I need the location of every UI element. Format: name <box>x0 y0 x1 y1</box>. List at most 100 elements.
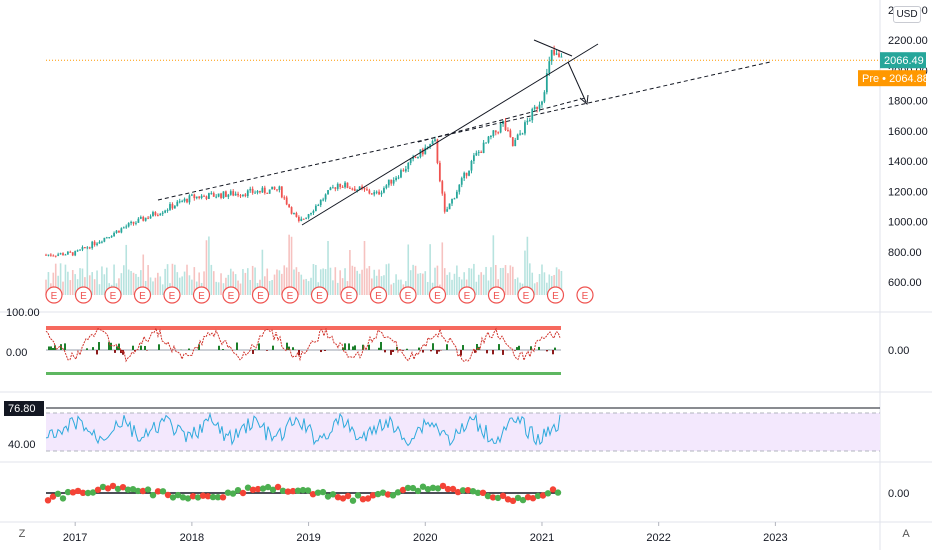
candle-body <box>460 178 463 185</box>
candle-body <box>487 136 490 143</box>
candle-body <box>366 189 368 191</box>
volume-bar <box>349 249 351 295</box>
momentum-dot <box>384 491 392 498</box>
candle-body <box>334 187 337 189</box>
support-dashed-line <box>417 97 586 143</box>
trend-drawings[interactable] <box>46 39 880 226</box>
earnings-marker: E <box>163 286 181 304</box>
volume-bar <box>91 272 93 295</box>
volume-bar <box>312 264 315 295</box>
candle-body <box>490 136 492 138</box>
momentum-dot <box>349 497 357 504</box>
osc-histogram-bar <box>48 346 50 350</box>
momentum-dot <box>184 495 192 502</box>
volume-bar <box>229 268 232 295</box>
volume-bar <box>448 272 451 295</box>
earnings-marker: E <box>310 286 329 304</box>
volume-bar <box>186 264 188 295</box>
price-label: 1600.00 <box>888 126 928 138</box>
volume-bar <box>443 268 446 295</box>
volume-bar <box>295 267 298 295</box>
volume-bar <box>463 272 465 295</box>
time-axis[interactable]: 2017 2018 2019 2020 2021 2022 2023 <box>63 522 788 544</box>
candle-body <box>127 223 130 227</box>
candle-body <box>249 188 252 191</box>
volume-bar <box>407 244 410 295</box>
osc-value: 0.00 <box>888 345 909 357</box>
volume-bar <box>460 279 463 295</box>
candle-body <box>278 186 281 190</box>
osc-histogram-bar <box>368 344 370 350</box>
osc-histogram-bar <box>288 346 290 350</box>
volume-bar <box>526 236 529 295</box>
volume-bar <box>246 268 249 295</box>
momentum-dot <box>134 487 142 495</box>
volume-bar <box>332 280 334 295</box>
volume-bar <box>47 272 50 295</box>
volume-bar <box>390 284 393 295</box>
momentum-dot <box>499 492 507 499</box>
candle-body <box>541 101 543 105</box>
volume-bar <box>125 244 128 295</box>
candle-body <box>407 162 410 169</box>
volume-bar <box>475 281 478 295</box>
candle-body <box>84 247 86 249</box>
candle-body <box>555 53 558 55</box>
momentum-dot <box>394 489 402 496</box>
auto-zoom-button[interactable]: Z <box>18 528 26 540</box>
candle-body <box>263 187 266 193</box>
candle-body <box>66 251 69 255</box>
momentum-dot <box>509 497 517 504</box>
wedge-top-line <box>533 39 573 57</box>
candle-body <box>438 162 441 182</box>
momentum-dot <box>274 483 282 491</box>
osc-histogram-bar <box>50 346 52 350</box>
volume-bar <box>278 270 281 295</box>
volume-bar <box>149 277 152 295</box>
candle-body <box>402 170 405 172</box>
earnings-label: E <box>434 291 441 302</box>
candle-body <box>356 189 359 191</box>
auto-scale-button[interactable]: A <box>902 528 910 540</box>
candle-body <box>392 180 395 184</box>
momentum-dot <box>549 486 557 493</box>
momentum-dot <box>539 492 547 499</box>
momentum-dot <box>404 484 412 492</box>
volume-bar <box>507 273 509 295</box>
candle-body <box>395 177 397 181</box>
volume-bar <box>171 263 174 295</box>
candle-body <box>375 191 378 193</box>
volume-bar <box>123 265 125 295</box>
candle-body <box>91 241 94 249</box>
volume-bar <box>368 266 371 295</box>
momentum-dot <box>319 488 327 496</box>
candle-body <box>485 142 487 144</box>
earnings-marker: E <box>192 286 211 304</box>
candle-body <box>290 207 293 214</box>
candle-body <box>186 198 188 203</box>
time-label: 2021 <box>530 532 554 544</box>
volume-bar <box>237 280 239 295</box>
price-axis[interactable]: 2400.002200.002000.001800.001600.001400.… <box>858 5 929 289</box>
price-label: 1200.00 <box>888 186 928 198</box>
momentum-dot <box>219 494 227 501</box>
volume-bar <box>300 274 303 295</box>
candle-body <box>171 204 174 209</box>
candle-body <box>110 236 113 238</box>
candle-body <box>383 188 385 193</box>
earnings-label: E <box>552 291 559 302</box>
candle-body <box>76 250 79 252</box>
currency-button[interactable]: USD <box>893 6 921 23</box>
earnings-circle <box>133 286 152 304</box>
volume-bar <box>96 270 98 295</box>
candle-body <box>251 188 254 193</box>
volume-bar <box>538 274 541 295</box>
candle-body <box>470 160 473 171</box>
volume-bar <box>93 279 96 295</box>
momentum-dot <box>239 489 247 497</box>
momentum-dot <box>314 489 322 496</box>
time-label: 2019 <box>296 532 320 544</box>
candle-body <box>497 132 500 134</box>
